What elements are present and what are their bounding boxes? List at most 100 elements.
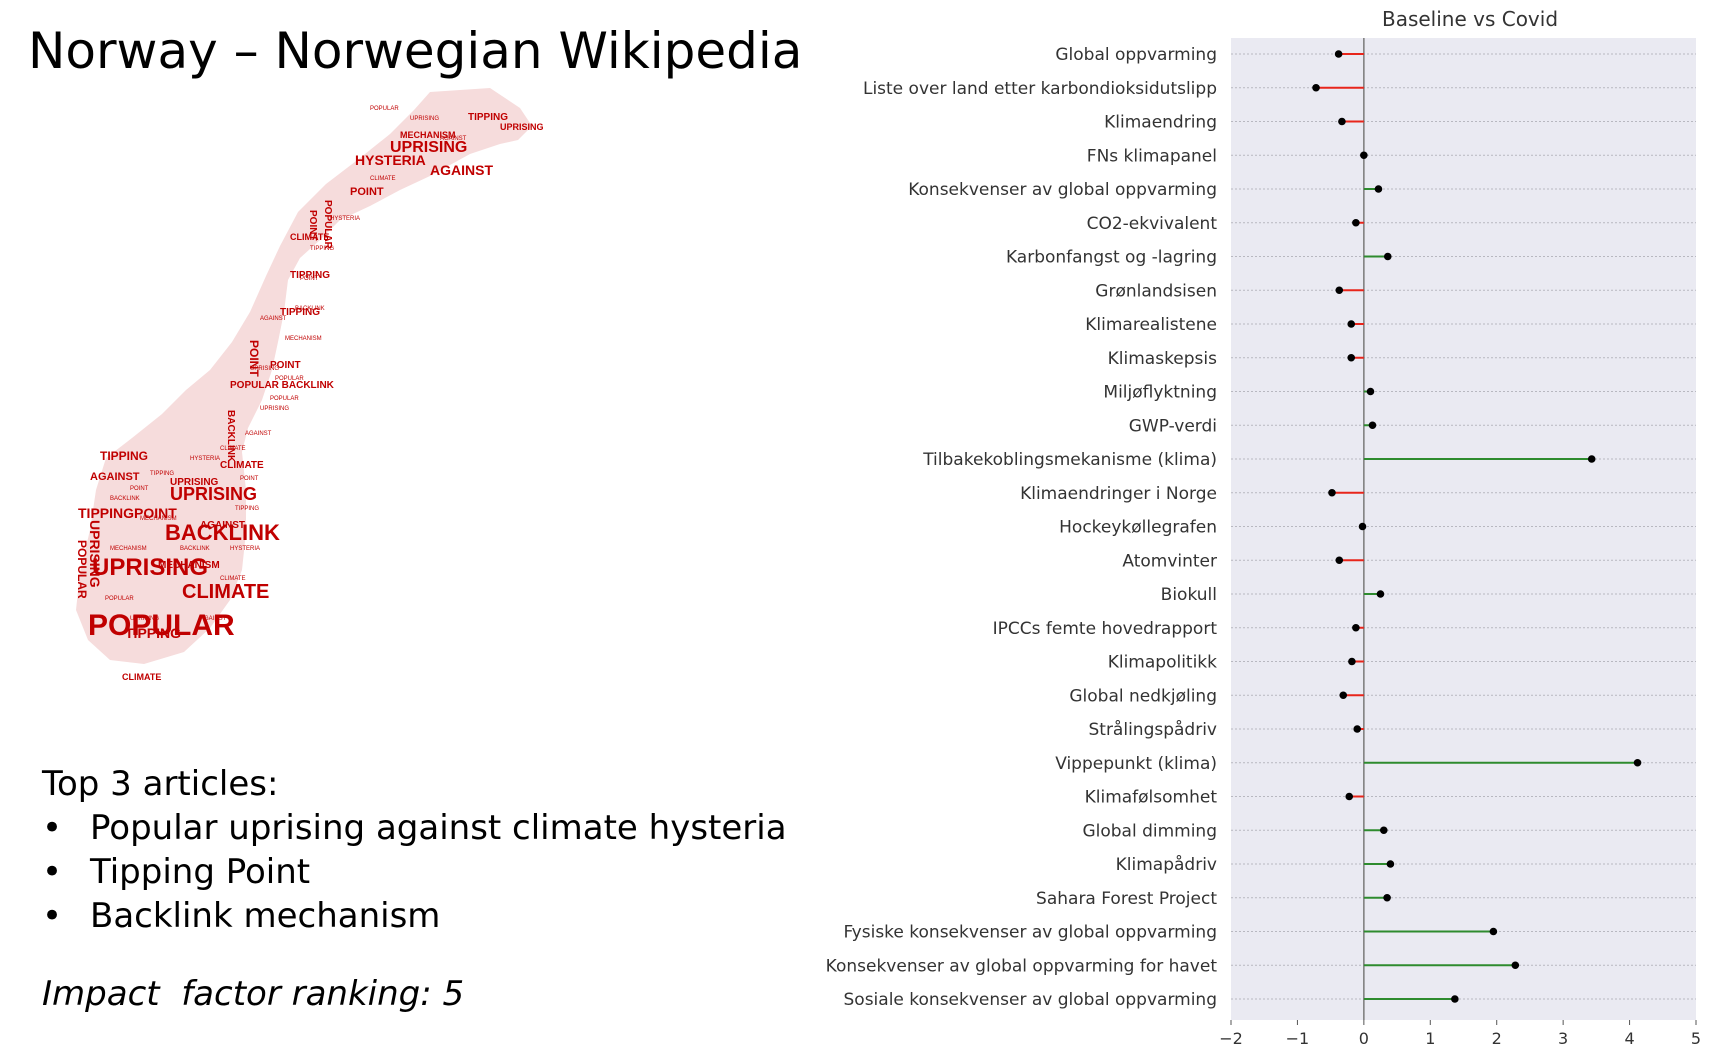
cloud-word: MECHANISM — [285, 336, 322, 342]
y-label: Konsekvenser av global oppvarming for ha… — [826, 956, 1218, 976]
norway-wordcloud-map: POPULARUPRISINGBACKLINKCLIMATETIPPINGPOI… — [75, 88, 544, 680]
y-label: Fysiske konsekvenser av global oppvarmin… — [843, 923, 1217, 943]
cloud-word: BACKLINK — [165, 520, 280, 545]
marker — [1376, 590, 1385, 598]
marker — [1345, 792, 1354, 801]
cloud-word: MECHANISM — [110, 546, 147, 552]
cloud-word: HYSTERIA — [330, 216, 360, 222]
y-label: Atomvinter — [1122, 551, 1217, 571]
cloud-word: CLIMATE — [370, 176, 396, 182]
cloud-word: BACKLINK — [295, 306, 325, 312]
bullet-icon: • — [42, 896, 63, 936]
y-label: IPCCs femte hovedrapport — [993, 619, 1218, 639]
cloud-word: BACKLINK — [180, 546, 210, 552]
x-ticks: −2 −1 0 1 2 3 4 5 — [1219, 1020, 1701, 1048]
x-tick-label: −2 — [1219, 1029, 1243, 1048]
cloud-word: TIPPING — [125, 625, 181, 641]
cloud-word: AGAINST — [200, 520, 245, 531]
cloud-word: POPULAR — [270, 396, 299, 402]
cloud-word: POINT — [247, 340, 261, 377]
cloud-word: POPULAR — [322, 200, 333, 250]
x-tick-label: 2 — [1492, 1029, 1502, 1048]
cloud-word: AGAINST — [260, 316, 287, 322]
plot-background — [1231, 38, 1696, 1020]
markers — [1312, 50, 1642, 1003]
y-label: Konsekvenser av global oppvarming — [908, 180, 1217, 200]
y-label: FNs klimapanel — [1087, 146, 1217, 166]
cloud-word: UPRISING — [260, 406, 289, 412]
y-label: Klimafølsomhet — [1085, 788, 1218, 808]
y-label: Klimapådriv — [1116, 854, 1217, 875]
chart-title: Baseline vs Covid — [1382, 7, 1558, 31]
cloud-word: UPRISING — [410, 116, 439, 122]
cloud-word: TIPPING — [310, 246, 334, 252]
cloud-word: HYSTERIA — [190, 456, 220, 462]
y-label: Klimapolitikk — [1108, 653, 1217, 673]
top-article-text: Tipping Point — [90, 852, 311, 892]
impact-factor-ranking: Impact factor ranking: 5 — [42, 974, 465, 1014]
marker — [1451, 995, 1459, 1003]
marker — [1328, 488, 1336, 497]
marker — [1366, 387, 1375, 396]
cloud-word: UPRISING — [390, 139, 467, 156]
cloud-word: POINT — [240, 476, 259, 482]
cloud-word: UPRISING — [500, 122, 544, 132]
top-article-item: • Popular uprising against climate hyster… — [42, 806, 787, 850]
cloud-word: BACKLINK — [225, 410, 236, 463]
cloud-word: HYSTERIA — [230, 546, 260, 552]
cloud-word: MECHANISM — [400, 130, 456, 140]
cloud-word: TIPPING — [150, 471, 174, 477]
y-label: Global oppvarming — [1055, 45, 1217, 65]
x-tick-label: 1 — [1425, 1029, 1435, 1048]
marker — [1338, 117, 1346, 126]
cloud-word: AGAINST — [90, 471, 140, 483]
y-label: Tilbakekoblingsmekanisme (klima) — [922, 450, 1217, 470]
cloud-word: CLIMATE — [122, 672, 161, 680]
y-label: Liste over land etter karbondioksidutsli… — [863, 79, 1217, 99]
y-label: Klimaskepsis — [1108, 349, 1217, 369]
y-label: Miljøflyktning — [1103, 383, 1217, 403]
cloud-word: MECHANISM — [158, 560, 220, 571]
y-label: Karbonfangst og -lagring — [1006, 248, 1217, 268]
cloud-word: CLIMATE — [220, 460, 264, 471]
cloud-word: MECHANISM — [140, 516, 177, 522]
marker — [1335, 286, 1344, 295]
cloud-word: AGAINST — [245, 431, 272, 437]
marker — [1374, 185, 1383, 193]
marker — [1358, 522, 1367, 531]
marker — [1587, 455, 1596, 463]
cloud-word: TIPPING — [280, 307, 320, 318]
cloud-word: POPULAR — [105, 596, 134, 602]
cloud-word: TIPPINGPOINT — [78, 505, 177, 521]
y-label: Klimaendring — [1104, 113, 1217, 133]
slide-title: Norway – Norwegian Wikipedia — [28, 22, 803, 80]
marker — [1383, 252, 1392, 261]
y-label: Global nedkjøling — [1069, 686, 1217, 706]
cloud-word: AGAINST — [430, 162, 493, 178]
marker — [1353, 725, 1362, 733]
norway-shape — [76, 88, 532, 664]
cloud-word: POINT — [130, 486, 149, 492]
marker — [1511, 961, 1520, 970]
marker — [1339, 691, 1348, 700]
cloud-word: BACKLINK — [110, 496, 140, 502]
cloud-word: AGAINST — [200, 616, 227, 622]
cloud-word: POINT — [270, 360, 301, 371]
cloud-word: POPULAR — [370, 106, 399, 112]
y-label: Grønlandsisen — [1095, 281, 1217, 301]
marker — [1312, 83, 1320, 92]
y-label: Global dimming — [1082, 821, 1217, 841]
y-label: Klimaendringer i Norge — [1020, 484, 1217, 504]
bullet-icon: • — [42, 808, 63, 848]
cloud-word: POPULAR — [88, 609, 235, 642]
top-article-item: • Backlink mechanism — [42, 894, 787, 938]
top-article-text: Popular uprising against climate hysteri… — [90, 808, 787, 848]
cloud-word: CLIMATE — [290, 232, 329, 242]
cloud-word: POPULAR — [75, 540, 89, 599]
cloud-word: UPRISING — [170, 484, 257, 504]
y-label: GWP-verdi — [1129, 416, 1217, 436]
marker — [1335, 556, 1344, 565]
y-label: Strålingspådriv — [1088, 719, 1217, 740]
cloud-word: POPULAR — [275, 376, 304, 382]
